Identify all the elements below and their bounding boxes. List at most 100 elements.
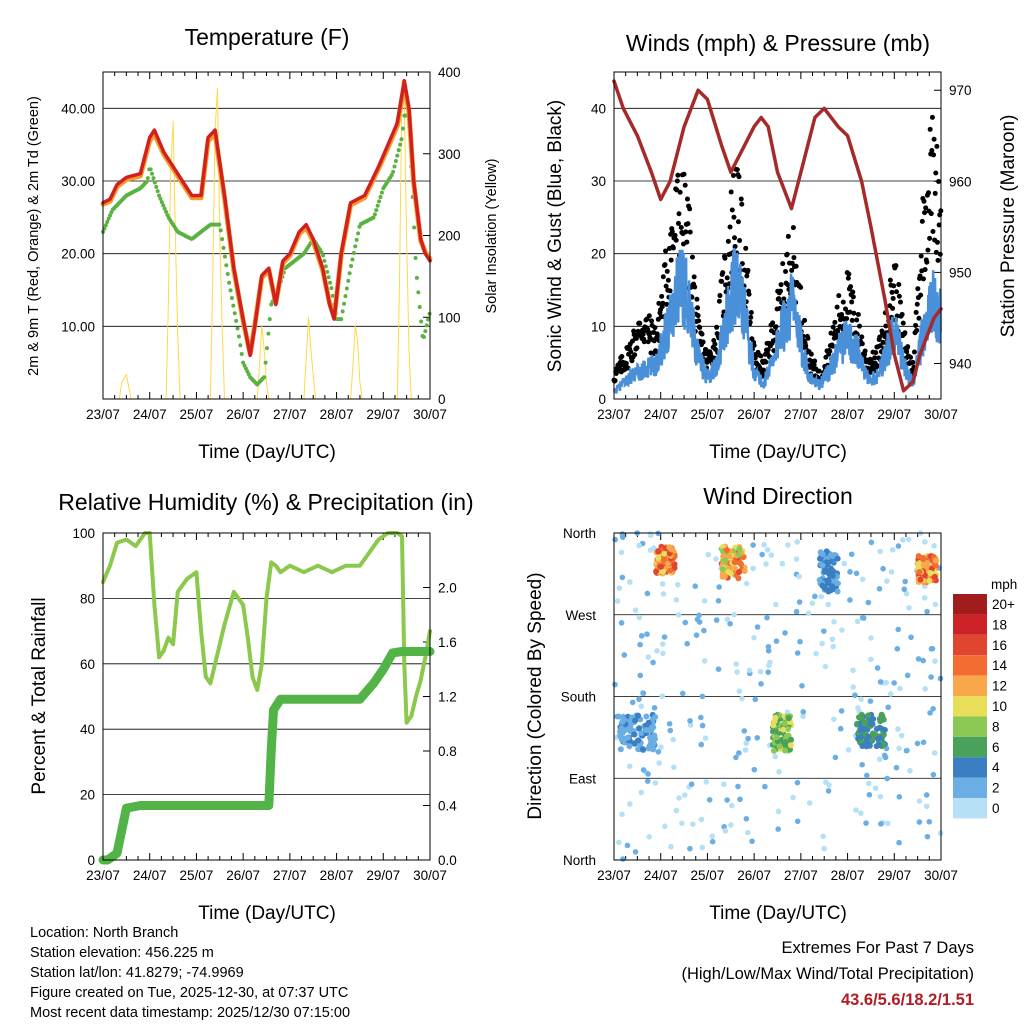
direction-point	[684, 640, 690, 647]
dewpoint-point	[319, 250, 324, 255]
x-tick-label: 25/07	[691, 407, 725, 422]
gust-point	[929, 114, 935, 120]
direction-point	[638, 633, 645, 639]
y-tick-label: West	[565, 608, 596, 623]
gust-point	[748, 309, 754, 315]
direction-point	[896, 839, 902, 846]
dewpoint-point	[354, 237, 359, 242]
y2-tick-label: 100	[438, 310, 461, 325]
direction-point	[698, 714, 704, 721]
direction-point	[749, 838, 755, 845]
direction-point	[650, 724, 657, 731]
direction-point	[750, 542, 756, 548]
dewpoint-point	[389, 173, 394, 178]
dewpoint-point	[351, 250, 356, 255]
gust-point	[811, 362, 817, 368]
direction-point	[644, 631, 650, 638]
dewpoint-point	[158, 196, 163, 201]
direction-point	[627, 579, 633, 585]
direction-point	[852, 692, 858, 698]
dewpoint-point	[395, 153, 400, 158]
direction-point	[859, 576, 866, 583]
gust-point	[859, 341, 865, 347]
dewpoint-point	[157, 193, 162, 198]
dewpoint-point	[218, 228, 223, 233]
direction-point	[632, 717, 639, 724]
direction-point	[850, 667, 856, 674]
gust-point	[664, 301, 670, 307]
direction-point	[877, 793, 884, 800]
direction-point	[731, 559, 738, 566]
gust-point	[902, 330, 908, 336]
direction-point	[735, 783, 741, 790]
y-tick-label: 0	[87, 853, 95, 868]
direction-point	[880, 565, 886, 572]
gust-point	[934, 239, 940, 245]
temperature-plot-area: 10.00 20.00 30.00 40.00 0 100 200 300 400 23/07 24…	[61, 65, 460, 422]
gust-point	[845, 275, 851, 281]
direction-point	[754, 735, 761, 741]
direction-point	[915, 561, 922, 568]
direction-point	[713, 556, 719, 562]
gust-point	[832, 319, 838, 325]
dewpoint-point	[161, 203, 166, 208]
gust-point	[659, 293, 665, 299]
y2-tick-label: 0.8	[438, 744, 457, 759]
station-info: Location: North Branch Station elevation…	[30, 923, 350, 1023]
direction-point	[837, 725, 844, 732]
direction-point	[895, 543, 902, 549]
x-tick-label: 26/07	[226, 868, 260, 883]
direction-point	[771, 718, 778, 725]
direction-point	[781, 720, 788, 727]
gust-point	[918, 253, 924, 259]
direction-point	[702, 735, 709, 741]
direction-point	[855, 705, 861, 711]
direction-point	[916, 819, 923, 825]
direction-point	[924, 833, 931, 840]
direction-point	[932, 601, 939, 608]
direction-point	[889, 547, 896, 553]
direction-point	[860, 615, 867, 621]
y2-tick-label: 960	[949, 174, 972, 189]
direction-point	[619, 811, 625, 818]
gust-point	[714, 324, 720, 330]
direction-point	[722, 828, 729, 834]
direction-point	[877, 718, 884, 725]
x-tick-label: 27/07	[784, 868, 818, 883]
gust-point	[802, 317, 808, 323]
wind-direction-plot-frame	[613, 532, 942, 861]
colorbar-swatch	[953, 757, 987, 778]
gust-point	[751, 342, 757, 348]
direction-point	[900, 537, 906, 543]
dewpoint-point	[325, 269, 330, 274]
dewpoint-point	[342, 301, 347, 306]
direction-point	[636, 696, 642, 703]
direction-point	[709, 838, 716, 845]
direction-point	[841, 560, 848, 567]
y-tick-label: 40	[591, 101, 606, 116]
gust-point	[685, 221, 691, 227]
direction-point	[661, 550, 668, 557]
gust-point	[623, 360, 629, 366]
gust-point	[785, 233, 791, 239]
direction-point	[785, 542, 791, 548]
direction-point	[920, 561, 927, 568]
dewpoint-point	[416, 290, 421, 295]
gust-point	[905, 344, 911, 350]
gust-point	[725, 238, 731, 244]
y2-tick-label: 0.4	[438, 799, 457, 814]
direction-point	[881, 726, 888, 733]
gust-point	[700, 339, 706, 345]
gust-point	[893, 263, 899, 269]
direction-point	[763, 561, 769, 567]
gust-point	[681, 171, 687, 177]
direction-point	[715, 598, 722, 604]
figure-created: Figure created on Tue, 2025-12-30, at 07…	[30, 985, 349, 1001]
direction-point	[853, 807, 859, 813]
dewpoint-point	[414, 275, 419, 280]
gust-point	[780, 261, 786, 267]
direction-point	[736, 688, 743, 694]
direction-point	[831, 618, 837, 625]
gust-point	[916, 315, 922, 321]
